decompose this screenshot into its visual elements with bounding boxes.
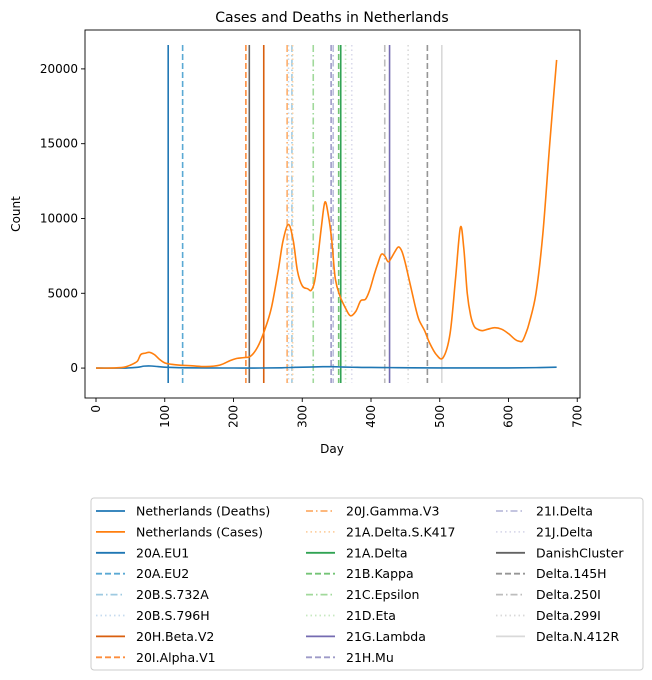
legend-label: 20B.S.732A bbox=[136, 587, 209, 602]
y-tick-label: 10000 bbox=[40, 211, 78, 225]
chart-title: Cases and Deaths in Netherlands bbox=[215, 10, 448, 26]
legend-label: 20J.Gamma.V3 bbox=[346, 504, 439, 519]
x-tick-label: 400 bbox=[364, 405, 378, 428]
legend-label: 21D.Eta bbox=[346, 608, 396, 623]
legend-label: 21B.Kappa bbox=[346, 566, 414, 581]
legend-label: Delta.250I bbox=[536, 587, 601, 602]
x-tick-label: 200 bbox=[227, 405, 241, 428]
legend-box bbox=[90, 497, 644, 671]
legend-label: 20A.EU2 bbox=[136, 566, 189, 581]
legend-label: Delta.N.412R bbox=[536, 629, 620, 644]
deaths-series-line bbox=[95, 365, 557, 369]
y-axis-label: Count bbox=[9, 196, 23, 232]
x-tick-label: 700 bbox=[570, 405, 584, 428]
legend-label: Netherlands (Deaths) bbox=[136, 504, 270, 519]
y-tick-label: 5000 bbox=[47, 286, 78, 300]
x-tick-label: 300 bbox=[295, 405, 309, 428]
legend-label: 20H.Beta.V2 bbox=[136, 629, 214, 644]
plot-frame bbox=[84, 29, 581, 399]
legend-label: 20B.S.796H bbox=[136, 608, 210, 623]
legend-label: Delta.145H bbox=[536, 566, 607, 581]
legend-label: 21A.Delta.S.K417 bbox=[346, 524, 456, 539]
legend-label: 21G.Lambda bbox=[346, 629, 426, 644]
y-tick-label: 15000 bbox=[40, 137, 78, 151]
x-axis-label: Day bbox=[320, 442, 344, 456]
y-axis: 0 5000 10000 15000 20000 bbox=[40, 62, 85, 375]
x-tick-label: 0 bbox=[89, 405, 103, 413]
legend-label: 20I.Alpha.V1 bbox=[136, 650, 216, 665]
x-tick-label: 100 bbox=[158, 405, 172, 428]
x-axis: 0 100 200 300 400 500 600 700 bbox=[89, 398, 584, 428]
cases-series-line bbox=[95, 59, 558, 369]
legend-label: DanishCluster bbox=[536, 545, 624, 560]
legend-label: 21A.Delta bbox=[346, 545, 408, 560]
y-tick-label: 0 bbox=[70, 361, 78, 375]
legend-label: Delta.299I bbox=[536, 608, 601, 623]
legend-label: Netherlands (Cases) bbox=[136, 524, 263, 539]
legend: Netherlands (Deaths) Netherlands (Cases) 2… bbox=[90, 497, 644, 671]
y-tick-label: 20000 bbox=[40, 62, 78, 76]
legend-label: 21I.Delta bbox=[536, 504, 593, 519]
x-tick-label: 500 bbox=[433, 405, 447, 428]
legend-label: 21H.Mu bbox=[346, 650, 394, 665]
x-tick-label: 600 bbox=[502, 405, 516, 428]
legend-label: 21J.Delta bbox=[536, 524, 593, 539]
plot-area bbox=[84, 29, 581, 399]
legend-label: 20A.EU1 bbox=[136, 545, 189, 560]
legend-label: 21C.Epsilon bbox=[346, 587, 419, 602]
